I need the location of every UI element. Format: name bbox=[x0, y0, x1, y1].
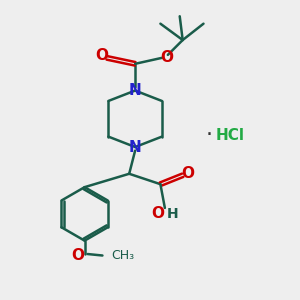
Text: ·: · bbox=[206, 125, 213, 145]
Text: O: O bbox=[161, 50, 174, 65]
Text: N: N bbox=[129, 140, 142, 154]
Text: HCl: HCl bbox=[216, 128, 245, 142]
Text: O: O bbox=[182, 166, 194, 181]
Text: CH₃: CH₃ bbox=[111, 249, 134, 262]
Text: O: O bbox=[72, 248, 85, 263]
Text: O: O bbox=[151, 206, 164, 221]
Text: O: O bbox=[95, 48, 108, 63]
Text: N: N bbox=[129, 83, 142, 98]
Text: H: H bbox=[166, 207, 178, 221]
